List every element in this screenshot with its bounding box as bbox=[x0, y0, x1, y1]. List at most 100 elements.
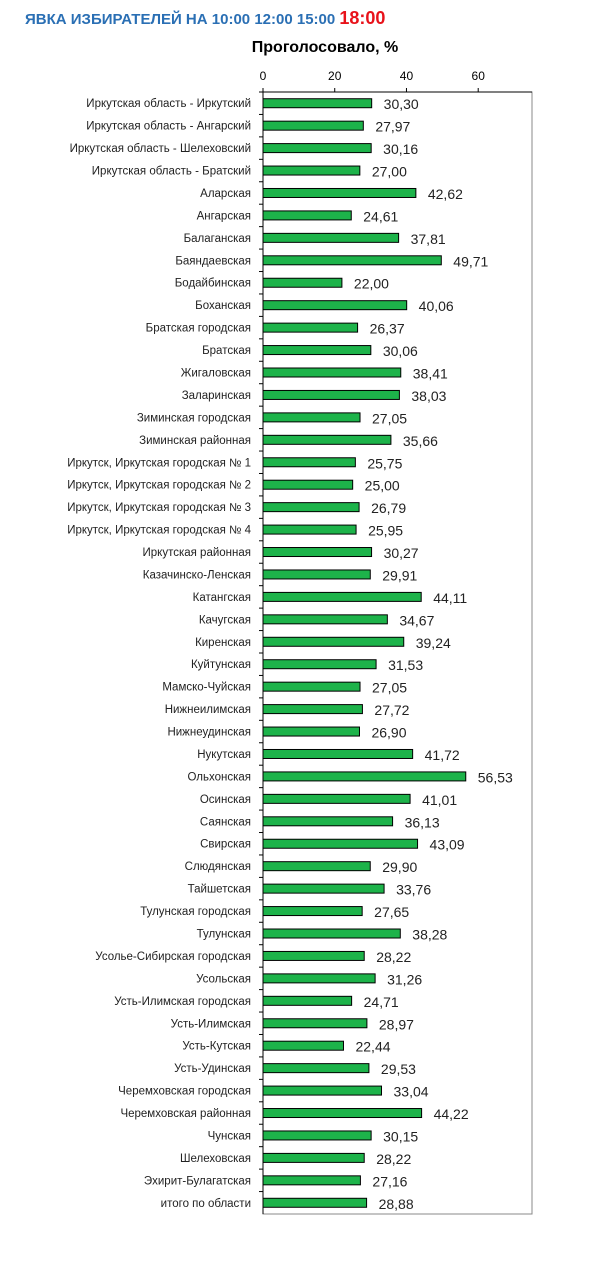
time-link-18-active[interactable]: 18:00 bbox=[339, 8, 386, 28]
bar bbox=[262, 143, 372, 154]
data-label: 25,00 bbox=[365, 478, 400, 494]
data-label: 24,71 bbox=[364, 994, 399, 1010]
bar bbox=[262, 1040, 344, 1051]
bar bbox=[262, 367, 402, 378]
data-label: 28,88 bbox=[379, 1196, 414, 1212]
bar bbox=[262, 748, 414, 759]
data-label: 41,01 bbox=[422, 792, 457, 808]
data-label: 44,22 bbox=[434, 1106, 469, 1122]
bar bbox=[262, 861, 371, 872]
bar bbox=[262, 412, 361, 423]
data-label: 25,95 bbox=[368, 523, 403, 539]
bar bbox=[262, 569, 371, 580]
bar bbox=[262, 995, 353, 1006]
category-label: Шелеховская bbox=[180, 1153, 251, 1165]
data-label: 38,41 bbox=[413, 366, 448, 382]
category-label: Черемховская районная bbox=[120, 1108, 251, 1120]
x-tick-label: 40 bbox=[400, 69, 414, 83]
category-label: Саянская bbox=[200, 816, 251, 828]
data-label: 30,16 bbox=[383, 141, 418, 157]
category-label: Чунская bbox=[208, 1130, 251, 1142]
category-label: Зиминская городская bbox=[137, 412, 251, 424]
data-label: 56,53 bbox=[478, 769, 513, 785]
bar bbox=[262, 1152, 365, 1163]
category-label: Усть-Удинская bbox=[174, 1063, 251, 1075]
category-label: Иркутская область - Ангарский bbox=[86, 121, 251, 133]
bar bbox=[262, 524, 357, 535]
bar bbox=[262, 659, 377, 670]
data-label: 24,61 bbox=[363, 208, 398, 224]
category-label: Боханская bbox=[195, 300, 251, 312]
data-label: 29,53 bbox=[381, 1061, 416, 1077]
bar bbox=[262, 255, 442, 266]
data-label: 27,97 bbox=[375, 119, 410, 135]
data-label: 26,79 bbox=[371, 500, 406, 516]
category-label: Качугская bbox=[199, 614, 251, 626]
bar bbox=[262, 1085, 383, 1096]
category-label: Иркутская область - Шелеховский bbox=[70, 143, 251, 155]
category-label: Усть-Илимская городская bbox=[114, 996, 251, 1008]
bar bbox=[262, 816, 394, 827]
data-label: 28,22 bbox=[376, 949, 411, 965]
category-label: Братская bbox=[202, 345, 251, 357]
header-prefix: ЯВКА ИЗБИРАТЕЛЕЙ НА bbox=[25, 11, 208, 28]
data-label: 27,72 bbox=[374, 702, 409, 718]
category-label: Иркутская районная bbox=[143, 547, 252, 559]
category-label: Иркутская область - Иркутский bbox=[86, 98, 251, 110]
bar bbox=[262, 322, 359, 333]
bar bbox=[262, 883, 385, 894]
data-label: 40,06 bbox=[419, 298, 454, 314]
category-label: Иркутск, Иркутская городская № 1 bbox=[67, 457, 251, 469]
category-label: Куйтунская bbox=[191, 659, 251, 671]
data-label: 28,22 bbox=[376, 1151, 411, 1167]
category-label: Нижнеилимская bbox=[165, 704, 251, 716]
data-label: 34,67 bbox=[399, 612, 434, 628]
category-label: Иркутск, Иркутская городская № 3 bbox=[67, 502, 251, 514]
data-label: 30,27 bbox=[384, 545, 419, 561]
bar bbox=[262, 1018, 368, 1029]
data-label: 37,81 bbox=[411, 231, 446, 247]
data-label: 30,30 bbox=[384, 96, 419, 112]
category-label: Балаганская bbox=[184, 233, 251, 245]
category-label: Баяндаевская bbox=[175, 255, 251, 267]
time-link-10[interactable]: 10:00 bbox=[211, 11, 251, 28]
data-label: 25,75 bbox=[367, 455, 402, 471]
category-label: Иркутск, Иркутская городская № 2 bbox=[67, 480, 251, 492]
category-label: Свирская bbox=[200, 839, 251, 851]
bar bbox=[262, 793, 411, 804]
category-label: Мамско-Чуйская bbox=[162, 682, 251, 694]
data-label: 33,76 bbox=[396, 882, 431, 898]
bar bbox=[262, 277, 343, 288]
category-label: Черемховская городская bbox=[118, 1086, 251, 1098]
bar bbox=[262, 345, 372, 356]
category-label: Тулунская городская bbox=[140, 906, 251, 918]
data-label: 27,65 bbox=[374, 904, 409, 920]
category-label: Усольская bbox=[196, 973, 251, 985]
bar bbox=[262, 838, 419, 849]
category-label: итого по области bbox=[161, 1198, 251, 1210]
data-label: 27,00 bbox=[372, 164, 407, 180]
data-label: 22,00 bbox=[354, 276, 389, 292]
category-label: Усолье-Сибирская городская bbox=[95, 951, 251, 963]
bar bbox=[262, 300, 408, 311]
bar bbox=[262, 614, 388, 625]
bar bbox=[262, 434, 392, 445]
bar bbox=[262, 726, 360, 737]
bar bbox=[262, 973, 376, 984]
data-label: 41,72 bbox=[425, 747, 460, 763]
bar bbox=[262, 1197, 368, 1208]
bar bbox=[262, 1108, 423, 1119]
bar bbox=[262, 187, 417, 198]
time-link-12[interactable]: 12:00 bbox=[254, 11, 293, 28]
category-label: Иркутская область - Братский bbox=[92, 166, 251, 178]
bar bbox=[262, 502, 360, 513]
data-label: 43,09 bbox=[430, 837, 465, 853]
bar bbox=[262, 547, 373, 558]
data-label: 27,05 bbox=[372, 680, 407, 696]
bar bbox=[262, 906, 363, 917]
data-label: 30,15 bbox=[383, 1128, 418, 1144]
category-label: Бодайбинская bbox=[175, 278, 251, 290]
x-tick-label: 0 bbox=[260, 69, 267, 83]
time-link-15[interactable]: 15:00 bbox=[296, 11, 336, 28]
